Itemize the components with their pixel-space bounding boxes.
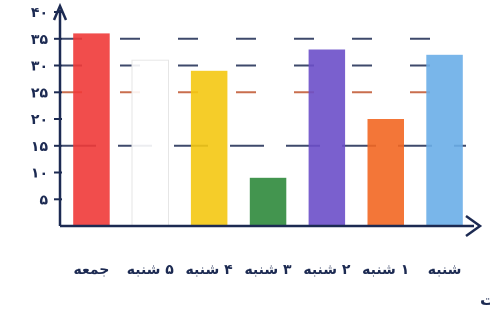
holiday-note: تعطیل است [480, 290, 490, 309]
x-tick-label: جمعه [73, 262, 109, 278]
x-axis-arrow [465, 214, 483, 238]
bar-2 [367, 119, 404, 226]
bar-6 [131, 59, 169, 227]
y-tick-label: ۳۵ [31, 32, 49, 48]
y-tick-label: ۴۰ [31, 5, 48, 21]
bar-5 [190, 70, 228, 226]
x-tick-label: شنبه [428, 262, 462, 278]
x-tick-label: ۴ شنبه [186, 262, 234, 278]
x-tick-label: ۳ شنبه [244, 262, 292, 278]
y-tick-label: ۵ [39, 192, 48, 208]
bar-7 [73, 33, 110, 227]
y-tick-label: ۳۰ [31, 59, 48, 75]
y-tick-label: ۲۰ [31, 112, 48, 128]
grid-lines [62, 37, 466, 147]
bar-3 [308, 49, 346, 226]
y-tick-label: ۱۵ [31, 139, 49, 155]
x-tick-labels: شنبه ۱ شنبه ۲ شنبه ۳ شنبه ۴ شنبه ۵ شنبه جمعه [73, 262, 461, 278]
bars-group [73, 33, 463, 227]
y-tick-label: ۲۵ [31, 85, 49, 101]
bar-4 [249, 177, 287, 226]
bar-1 [426, 54, 463, 226]
x-tick-label: ۲ شنبه [303, 262, 351, 278]
y-tick-label: ۱۰ [31, 166, 48, 182]
x-tick-label: ۵ شنبه [127, 262, 175, 278]
x-tick-label: ۱ شنبه [362, 262, 409, 278]
y-tick-labels: ۵ ۱۰ ۱۵ ۲۰ ۲۵ ۳۰ ۳۵ ۴۰ [31, 5, 62, 208]
y-axis-arrow [52, 2, 68, 21]
